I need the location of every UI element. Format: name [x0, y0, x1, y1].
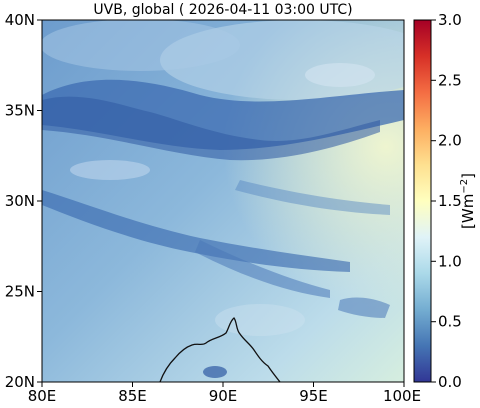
- uvb-field: [42, 20, 404, 382]
- colorbar-tick-label: 1.0: [438, 252, 462, 270]
- x-axis: 80E 85E 90E 95E 100E: [28, 382, 421, 405]
- x-tick-label: 80E: [28, 387, 57, 405]
- cloud-band: [42, 79, 404, 318]
- colorbar-tick-label: 3.0: [438, 11, 462, 29]
- coastline: [159, 317, 281, 382]
- colorbar-tick-label: 0.0: [438, 373, 462, 391]
- colorbar-tick-label: 0.5: [438, 313, 462, 331]
- y-tick-label: 30N: [5, 192, 35, 210]
- colorbar-scale: [413, 19, 432, 383]
- x-tick-label: 95E: [299, 387, 328, 405]
- y-axis: 20N 25N 30N 35N 40N: [5, 11, 42, 391]
- y-tick-label: 40N: [5, 11, 35, 29]
- y-tick-label: 25N: [5, 283, 35, 301]
- y-tick-label: 20N: [5, 373, 35, 391]
- map-title: UVB, global ( 2026-04-11 03:00 UTC): [93, 2, 352, 18]
- x-tick-label: 90E: [209, 387, 238, 405]
- colorbar-tick-label: 1.5: [438, 192, 462, 210]
- x-tick-label: 100E: [383, 387, 421, 405]
- colorbar-tick-label: 2.5: [438, 71, 462, 89]
- colorbar: 0.0 0.5 1.0 1.5 2.0 2.5 3.0: [413, 11, 462, 391]
- colorbar-tick-label: 2.0: [438, 132, 462, 150]
- y-tick-label: 35N: [5, 102, 35, 120]
- x-tick-label: 85E: [118, 387, 147, 405]
- colorbar-unit-label: [Wm−2]: [459, 173, 477, 229]
